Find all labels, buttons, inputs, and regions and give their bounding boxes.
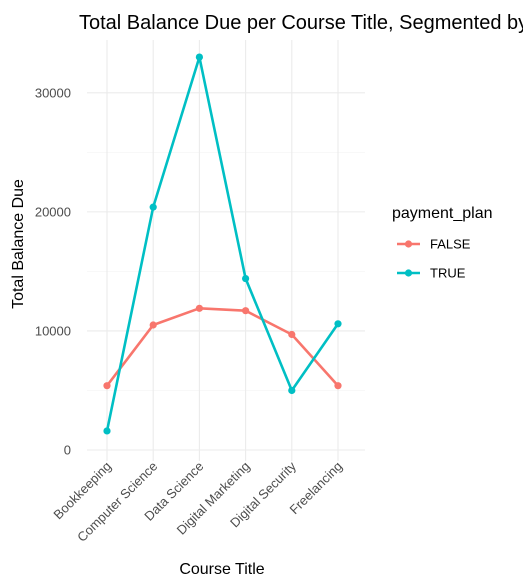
y-axis-ticks: 0 10000 20000 30000 (35, 85, 71, 457)
data-point-false (103, 382, 111, 390)
chart-title: Total Balance Due per Course Title, Segm… (79, 12, 523, 34)
legend: payment_plan FALSE TRUE (392, 205, 493, 281)
series-line-false (105, 307, 339, 387)
legend-title: payment_plan (392, 205, 493, 222)
data-point-true (334, 320, 342, 328)
legend-label: TRUE (430, 266, 466, 281)
data-point-true (242, 274, 250, 283)
legend-key-point (404, 269, 413, 277)
y-tick-label: 30000 (35, 85, 71, 100)
data-point-false (334, 382, 342, 390)
legend-key-point (404, 240, 413, 248)
legend-items: FALSE TRUE (397, 237, 471, 281)
data-point-true (103, 427, 111, 435)
y-tick-label: 20000 (35, 204, 71, 219)
y-axis-title: Total Balance Due (10, 179, 27, 309)
data-point-false (288, 330, 296, 339)
data-point-true (288, 386, 296, 395)
data-point-false (242, 307, 250, 315)
y-tick-label: 0 (64, 443, 71, 458)
legend-label: FALSE (430, 237, 471, 252)
series-layer (103, 53, 342, 435)
x-axis-title: Course Title (179, 561, 264, 578)
series-line-true (105, 55, 340, 432)
data-point-false (195, 304, 203, 312)
data-point-true (195, 53, 203, 61)
y-tick-label: 10000 (35, 323, 71, 338)
data-point-true (149, 203, 157, 211)
data-point-false (149, 321, 157, 329)
